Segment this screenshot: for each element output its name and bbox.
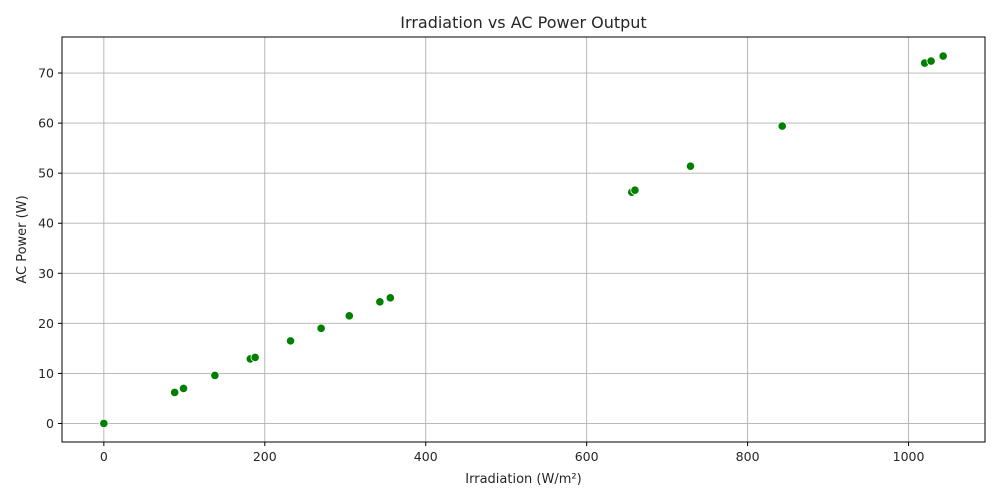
data-point: [285, 336, 296, 346]
grid: [62, 37, 985, 442]
x-tick-label: 400: [414, 449, 438, 464]
y-tick-label: 10: [38, 366, 54, 381]
x-tick-label: 600: [575, 449, 599, 464]
data-point: [250, 352, 260, 362]
x-axis-label: Irradiation (W/m²): [465, 472, 581, 487]
y-tick-label: 30: [38, 266, 54, 281]
data-point: [630, 185, 640, 195]
data-point: [178, 383, 189, 394]
x-tick-label: 800: [736, 449, 760, 464]
y-tick-label: 60: [38, 116, 54, 131]
plot-frame: [61, 36, 986, 443]
y-tick-label: 0: [46, 416, 54, 431]
data-point: [99, 418, 109, 429]
data-point: [375, 297, 385, 307]
y-tick-label: 50: [38, 166, 54, 181]
data-point: [938, 51, 948, 61]
data-point: [777, 121, 787, 131]
x-tick-label: 0: [100, 449, 108, 464]
x-tick-label: 200: [253, 449, 277, 464]
x-tick-label: 1000: [893, 449, 925, 464]
data-points: [99, 51, 948, 429]
data-point: [170, 387, 180, 398]
chart-title: Irradiation vs AC Power Output: [400, 13, 646, 32]
data-point: [210, 370, 220, 381]
y-tick-label: 20: [38, 316, 54, 331]
data-point: [344, 311, 354, 321]
y-tick-label: 70: [38, 66, 54, 81]
x-axis-ticks: 0 200 400 600 800 1000: [100, 442, 925, 464]
y-axis-ticks: 0 10 20 30 40 50 60 70: [38, 66, 62, 431]
data-point: [926, 56, 936, 66]
data-point: [316, 323, 326, 333]
data-point: [385, 293, 395, 303]
data-point: [685, 161, 696, 171]
y-tick-label: 40: [38, 216, 54, 231]
y-axis-label: AC Power (W): [15, 195, 30, 283]
